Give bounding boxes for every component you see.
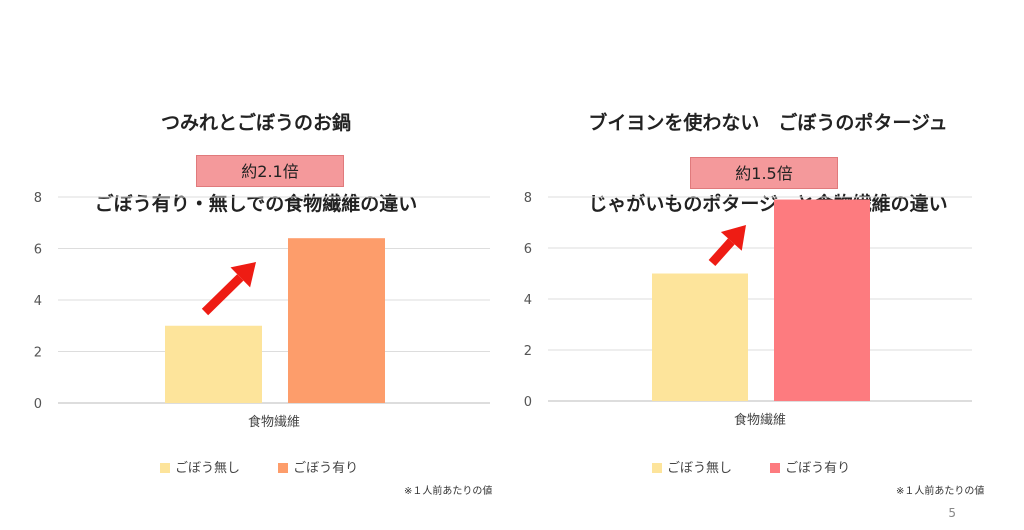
increase-arrow-shaft <box>708 238 735 267</box>
legend-label: ごぼう有り <box>785 461 851 476</box>
y-tick-label: 8 <box>524 191 532 206</box>
bar-chart-plot: 0 2 4 6 8 食物繊維 <box>34 191 490 430</box>
chart-panel-left: つみれとごぼうのお鍋 ごぼう有り・無しでの食物繊維の違い 約2.1倍 0 2 4 6 8… <box>0 56 512 497</box>
bar-with-burdock <box>288 238 385 403</box>
y-tick-label: 2 <box>34 346 42 361</box>
bar-without-burdock <box>652 273 748 401</box>
legend-label: ごぼう有り <box>293 461 359 476</box>
ratio-annotation: 約2.1倍 <box>196 155 344 187</box>
y-tick-label: 0 <box>524 395 532 410</box>
y-tick-label: 4 <box>34 294 42 309</box>
y-tick-label: 6 <box>524 242 532 257</box>
legend-item-without-burdock: ごぼう無し <box>160 457 240 476</box>
legend-swatch <box>278 463 289 473</box>
legend-swatch <box>770 463 781 473</box>
page-number: 5 <box>948 506 956 520</box>
increase-arrow-shaft <box>201 274 244 316</box>
chart-title: つみれとごぼうのお鍋 ごぼう有り・無しでの食物繊維の違い <box>0 56 512 272</box>
y-tick-label: 0 <box>34 397 42 412</box>
y-tick-label: 8 <box>34 191 42 206</box>
legend-item-with-burdock: ごぼう有り <box>278 457 358 476</box>
y-tick-label: 6 <box>34 243 42 258</box>
y-tick-label: 4 <box>524 293 532 308</box>
bar-with-burdock <box>774 199 870 401</box>
x-category-label: 食物繊維 <box>248 414 300 430</box>
legend-item-without-burdock: ごぼう無し <box>652 457 732 476</box>
chart-title-line-1: ブイヨンを使わない ごぼうのポタージュ <box>588 112 948 134</box>
chart-title-line-1: つみれとごぼうのお鍋 <box>160 112 351 134</box>
increase-arrow-head <box>230 262 256 288</box>
y-tick-label: 2 <box>524 344 532 359</box>
legend-swatch <box>160 463 170 473</box>
legend-label: ごぼう無し <box>175 461 241 476</box>
legend-swatch <box>652 463 662 473</box>
legend-item-with-burdock: ごぼう有り <box>770 457 850 476</box>
bar-chart-plot: 0 2 4 6 8 食物繊維 <box>524 191 972 428</box>
x-category-label: 食物繊維 <box>734 412 786 428</box>
increase-arrow-head <box>720 225 746 251</box>
legend-label: ごぼう無し <box>667 461 733 476</box>
chart-legend: ごぼう無し ごぼう有り <box>652 457 884 476</box>
chart-panel-right: ブイヨンを使わない ごぼうのポタージュ じゃがいものポタージュと食物繊維の違い … <box>512 0 1024 530</box>
ratio-annotation: 約1.5倍 <box>690 157 838 189</box>
footnote: ※１人前あたりの値 <box>896 486 985 497</box>
footnote: ※１人前あたりの値 <box>404 486 493 497</box>
bar-without-burdock <box>165 325 262 403</box>
chart-legend: ごぼう無し ごぼう有り <box>160 457 392 476</box>
chart-title-line-2: ごぼう有り・無しでの食物繊維の違い <box>94 193 418 215</box>
